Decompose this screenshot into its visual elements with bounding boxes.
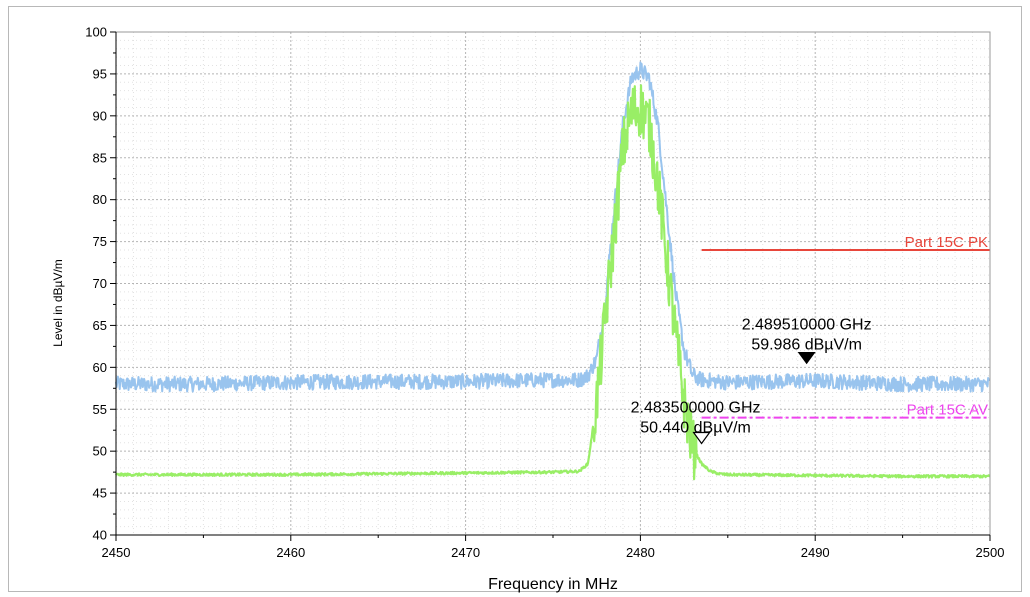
y-tick-label: 95 <box>93 66 107 81</box>
marker-2-level: 50.440 dBµV/m <box>640 419 751 436</box>
series-group <box>115 61 991 481</box>
x-tick-label: 2450 <box>102 545 131 560</box>
y-tick-label: 60 <box>93 360 107 375</box>
axes <box>110 31 991 541</box>
y-tick-label: 50 <box>93 444 107 459</box>
chart-frame <box>8 6 1022 592</box>
labels: 40 45 50 55 60 65 70 75 80 85 90 95 100 2450 2460 2470 2… <box>85 25 1004 561</box>
marker-2-frequency: 2.483500000 GHz <box>631 399 761 416</box>
x-tick-label: 2490 <box>801 545 830 560</box>
peak-trace <box>115 61 991 393</box>
y-tick-label: 55 <box>93 402 107 417</box>
limit-label-pk: Part 15C PK <box>905 234 988 251</box>
average-trace <box>115 84 991 481</box>
marker-1-frequency: 2.489510000 GHz <box>742 316 872 333</box>
x-axis-title: Frequency in MHz <box>488 576 618 593</box>
marker-1-level: 59.986 dBµV/m <box>751 336 862 353</box>
limit-label-av: Part 15C AV <box>907 402 988 419</box>
x-tick-label: 2470 <box>451 545 480 560</box>
y-tick-label: 100 <box>85 25 107 40</box>
y-tick-label: 40 <box>93 528 107 543</box>
x-tick-label: 2480 <box>626 545 655 560</box>
grid <box>116 32 990 535</box>
y-tick-label: 90 <box>93 108 107 123</box>
y-tick-label: 85 <box>93 150 107 165</box>
y-axis-title: Level in dBµV/m <box>51 259 65 347</box>
marker-1-triangle-icon <box>797 351 816 365</box>
marker-2-triangle-icon <box>692 431 711 445</box>
y-tick-label: 80 <box>93 192 107 207</box>
y-tick-label: 75 <box>93 234 107 249</box>
y-tick-label: 45 <box>93 486 107 501</box>
x-tick-label: 2500 <box>976 545 1005 560</box>
y-tick-label: 70 <box>93 276 107 291</box>
x-tick-label: 2460 <box>276 545 305 560</box>
y-tick-label: 65 <box>93 318 107 333</box>
